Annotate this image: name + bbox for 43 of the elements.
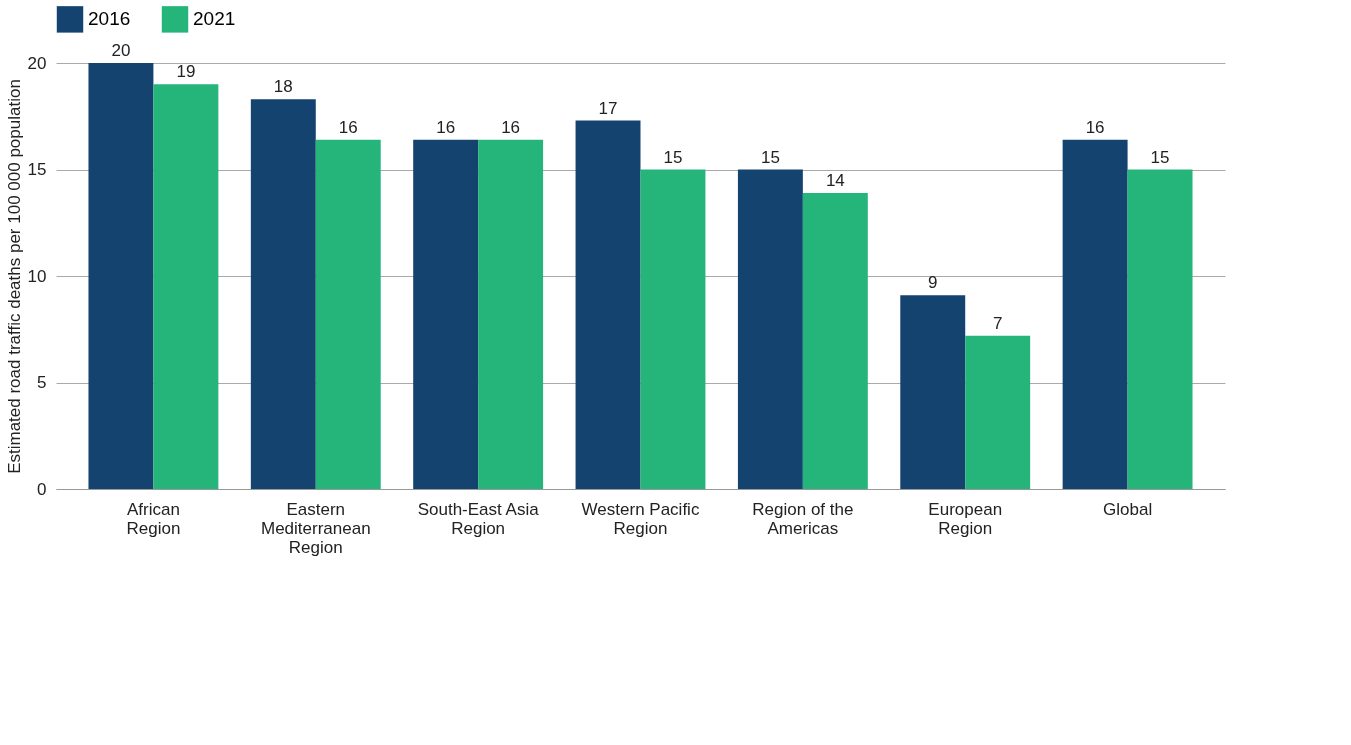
data-label: 15 bbox=[760, 147, 780, 167]
data-label: 18 bbox=[273, 77, 293, 97]
x-tick-label: South-East Asia Region bbox=[417, 499, 540, 538]
bar bbox=[413, 139, 479, 489]
y-tick-label: 5 bbox=[37, 373, 47, 392]
data-label: 17 bbox=[598, 98, 618, 118]
bar bbox=[250, 99, 316, 489]
bar bbox=[1062, 139, 1128, 489]
x-tick-label: African Region bbox=[126, 499, 181, 538]
x-tick-label: Global bbox=[1103, 499, 1153, 519]
x-tick-label: European Region bbox=[928, 499, 1003, 538]
data-label: 14 bbox=[825, 170, 845, 190]
bar bbox=[88, 63, 154, 489]
x-tick-label: Eastern Mediterranean Region bbox=[260, 499, 371, 557]
bar bbox=[900, 295, 966, 489]
x-tick-label: Region of the Americas bbox=[752, 499, 854, 538]
data-label: 16 bbox=[1085, 117, 1105, 137]
x-tick-label: Western Pacific Region bbox=[581, 499, 700, 538]
bar bbox=[1127, 169, 1193, 489]
bar bbox=[965, 335, 1031, 489]
y-tick-label: 20 bbox=[27, 53, 47, 73]
y-axis-title: Estimated road traffic deaths per 100 000 population bbox=[4, 79, 24, 474]
data-label: 19 bbox=[176, 62, 196, 82]
data-label: 15 bbox=[663, 147, 683, 167]
bar bbox=[478, 139, 544, 489]
legend-label: 2016 bbox=[88, 8, 131, 30]
bar bbox=[802, 192, 868, 489]
bar bbox=[737, 169, 803, 489]
y-tick-label: 0 bbox=[37, 479, 47, 499]
legend-label: 2021 bbox=[193, 8, 236, 30]
y-tick-label: 15 bbox=[27, 160, 47, 179]
data-label: 16 bbox=[338, 117, 358, 137]
bar bbox=[575, 120, 641, 489]
data-label: 7 bbox=[992, 313, 1003, 333]
data-label: 16 bbox=[436, 117, 456, 137]
y-tick-label: 10 bbox=[27, 266, 47, 286]
data-label: 15 bbox=[1150, 147, 1170, 167]
data-label: 16 bbox=[501, 117, 521, 137]
data-label: 9 bbox=[928, 273, 938, 293]
bar bbox=[640, 169, 706, 489]
data-label: 20 bbox=[111, 41, 131, 60]
bar bbox=[153, 84, 219, 489]
bar bbox=[315, 139, 381, 489]
